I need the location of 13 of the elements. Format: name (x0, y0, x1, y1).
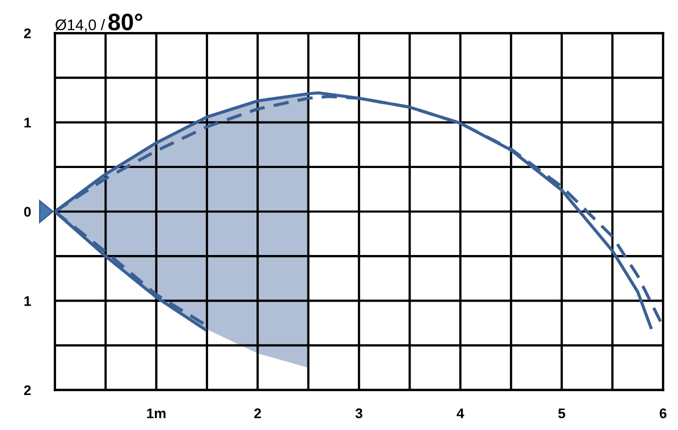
x-tick-label: 4 (456, 408, 464, 418)
y-tick-label: 0 (24, 206, 31, 217)
x-tick-label: 1m (147, 408, 166, 418)
chart-subtitle: Ø14,0 / (55, 19, 106, 32)
x-tick-label: 2 (254, 408, 261, 418)
y-tick-label: 1 (24, 296, 31, 306)
y-tick-label: 1 (24, 118, 31, 128)
y-tick-label: 2 (24, 385, 31, 396)
x-tick-label: 6 (660, 408, 666, 418)
y-tick-label: 2 (24, 28, 31, 38)
x-tick-label: 5 (558, 408, 566, 418)
x-tick-label: 3 (355, 408, 362, 418)
chart-title: 80° (108, 14, 142, 30)
